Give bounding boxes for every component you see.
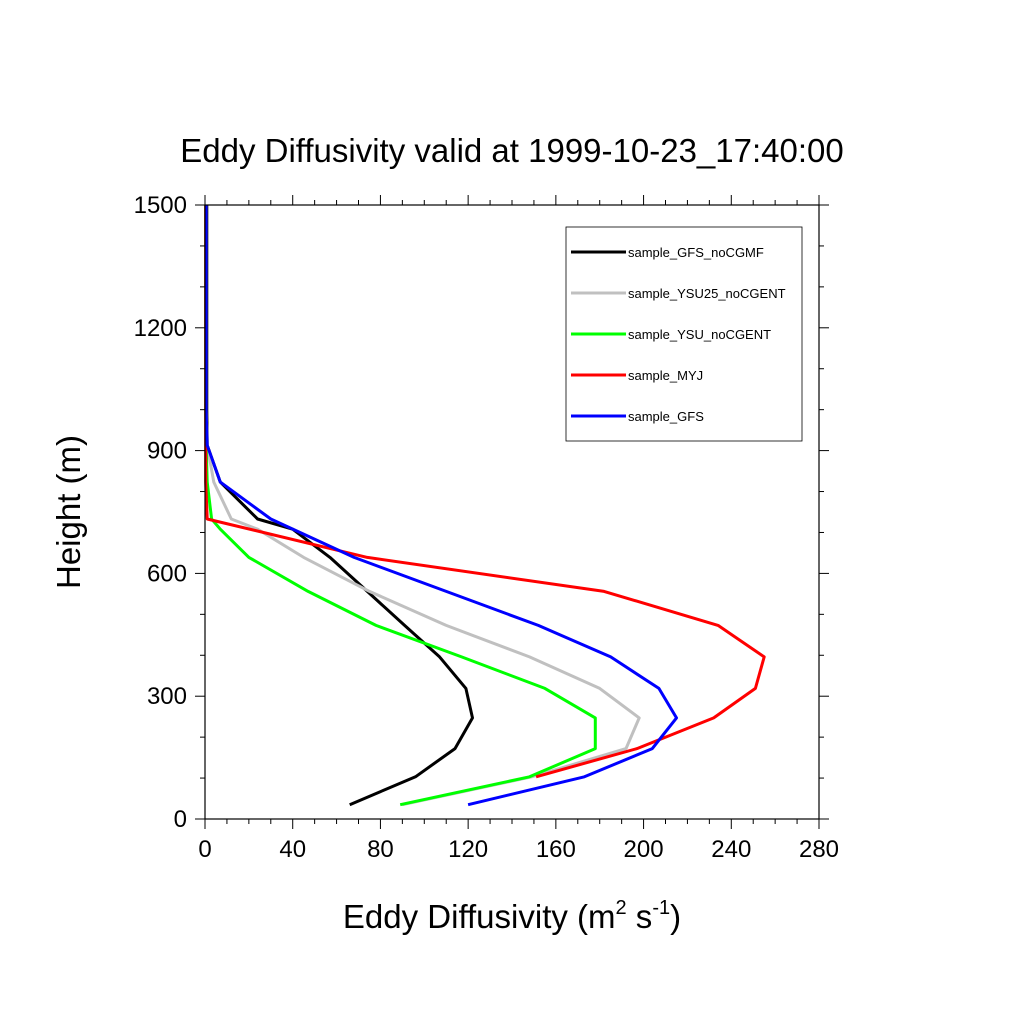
y-tick-label: 300	[147, 683, 187, 710]
x-tick-label: 280	[799, 836, 839, 863]
x-tick-label: 240	[711, 836, 751, 863]
y-tick-label: 600	[147, 560, 187, 587]
plot-area: 0 40 80 120 160 200 240 280 0 300 600 900 1200 1500 sa…	[134, 192, 839, 863]
x-axis-label-sup1: 2	[616, 897, 627, 919]
x-tick-label: 160	[536, 836, 576, 863]
y-tick-label: 0	[174, 806, 187, 833]
legend-label-2: sample_YSU_noCGENT	[628, 327, 771, 342]
x-axis-label-mid: s	[627, 898, 653, 935]
x-axis-label-sup2: -1	[652, 897, 670, 919]
x-tick-label: 40	[279, 836, 306, 863]
x-axis-label-end: )	[670, 898, 681, 935]
x-axis-label-main: Eddy Diffusivity (m	[343, 898, 616, 935]
legend-label-3: sample_MYJ	[628, 368, 703, 383]
legend-label-1: sample_YSU25_noCGENT	[628, 286, 786, 301]
x-tick-label: 0	[198, 836, 211, 863]
legend-label-4: sample_GFS	[628, 409, 704, 424]
y-axis-label: Height (m)	[50, 435, 87, 589]
y-tick-label: 900	[147, 438, 187, 465]
legend-label-0: sample_GFS_noCGMF	[628, 245, 764, 260]
y-tick-label: 1500	[134, 192, 187, 219]
y-tick-label: 1200	[134, 315, 187, 342]
x-tick-label: 80	[367, 836, 394, 863]
x-axis-label: Eddy Diffusivity (m2 s-1)	[343, 897, 681, 935]
x-tick-label: 120	[448, 836, 488, 863]
series-line-2	[204, 205, 597, 807]
series-line-4	[204, 205, 678, 807]
x-tick-label: 200	[624, 836, 664, 863]
chart-title: Eddy Diffusivity valid at 1999-10-23_17:…	[180, 132, 843, 169]
series-line-0	[205, 205, 474, 807]
